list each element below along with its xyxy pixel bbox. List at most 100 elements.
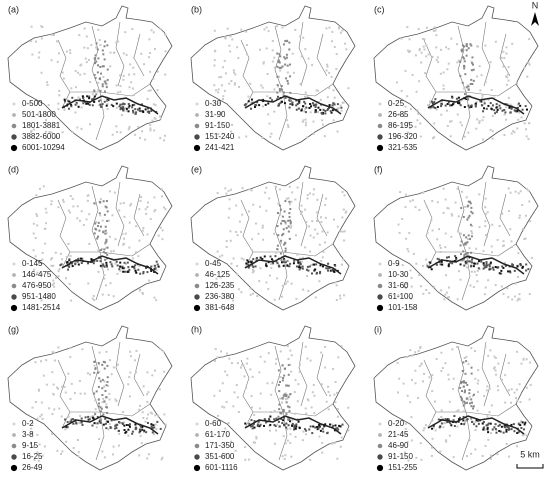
density-cell xyxy=(237,410,240,413)
density-cell xyxy=(246,53,249,56)
density-cell xyxy=(484,206,487,209)
density-cell xyxy=(304,118,307,121)
density-cell xyxy=(465,236,468,239)
density-cell xyxy=(470,405,473,408)
density-cell xyxy=(286,64,289,67)
density-cell xyxy=(112,295,115,298)
density-cell xyxy=(72,418,75,421)
density-cell xyxy=(106,99,109,102)
density-cell xyxy=(462,243,465,246)
density-cell xyxy=(447,286,450,289)
density-cell xyxy=(449,135,452,138)
density-cell xyxy=(250,107,253,110)
density-cell xyxy=(296,186,299,189)
density-cell xyxy=(277,59,280,62)
density-cell xyxy=(250,395,253,398)
density-cell xyxy=(470,210,473,213)
density-cell xyxy=(119,261,122,264)
density-cell xyxy=(405,237,408,240)
density-cell xyxy=(149,129,152,132)
legend-symbol xyxy=(378,433,382,437)
density-cell xyxy=(76,438,79,441)
density-cell xyxy=(232,299,235,302)
density-cell xyxy=(397,263,400,266)
density-cell xyxy=(128,104,131,107)
density-cell xyxy=(445,109,448,112)
density-cell xyxy=(284,63,287,66)
density-cell xyxy=(432,424,435,427)
density-cell xyxy=(450,104,453,107)
density-cell xyxy=(39,415,42,418)
density-cell xyxy=(313,394,316,397)
density-cell xyxy=(119,103,122,106)
density-cell xyxy=(122,109,125,112)
density-cell xyxy=(459,59,462,62)
density-cell xyxy=(214,89,217,92)
density-cell xyxy=(480,97,483,100)
legend-label: 476-950 xyxy=(22,281,52,290)
density-cell xyxy=(107,268,110,271)
density-cell xyxy=(282,376,285,379)
density-cell xyxy=(435,59,438,62)
density-cell xyxy=(496,108,499,111)
density-cell xyxy=(530,256,533,259)
density-cell xyxy=(71,265,74,268)
legend-symbol xyxy=(11,443,17,449)
density-cell xyxy=(459,396,462,399)
density-cell xyxy=(108,190,111,193)
density-cell xyxy=(444,418,447,421)
density-cell xyxy=(330,111,333,114)
density-cell xyxy=(252,203,255,206)
density-cell xyxy=(153,129,156,132)
density-cell xyxy=(99,248,102,251)
density-cell xyxy=(76,126,79,129)
density-cell xyxy=(30,427,33,430)
density-cell xyxy=(131,27,134,30)
density-cell xyxy=(94,77,97,80)
density-cell xyxy=(455,97,458,100)
density-cell xyxy=(156,420,159,423)
density-cell xyxy=(326,231,329,234)
density-cell xyxy=(101,450,104,453)
density-cell xyxy=(153,117,156,120)
region-outline xyxy=(7,5,173,151)
density-cell xyxy=(474,103,477,106)
density-cell xyxy=(485,389,488,392)
density-cell xyxy=(128,395,131,398)
density-cell xyxy=(320,383,323,386)
density-cell xyxy=(489,349,492,352)
density-cell xyxy=(288,265,291,268)
density-cell xyxy=(449,261,452,264)
density-cell xyxy=(146,201,149,204)
density-cell xyxy=(151,412,154,415)
district-boundary xyxy=(57,341,151,461)
density-cell xyxy=(291,103,294,106)
density-cell xyxy=(431,199,434,202)
density-cell xyxy=(251,292,254,295)
density-cell xyxy=(448,120,451,123)
density-cell xyxy=(63,98,66,101)
density-cell xyxy=(463,255,466,258)
density-cell xyxy=(147,453,150,456)
density-cell xyxy=(304,48,307,51)
density-cell xyxy=(95,42,98,45)
density-cell xyxy=(141,291,144,294)
density-cell xyxy=(106,420,109,423)
density-cell xyxy=(461,369,464,372)
legend-label: 31-90 xyxy=(205,110,226,119)
density-cell xyxy=(143,429,146,432)
density-cell xyxy=(289,207,292,210)
density-cell xyxy=(325,400,328,403)
density-cell xyxy=(247,458,250,461)
density-cell xyxy=(122,52,125,55)
density-cell xyxy=(286,259,289,262)
density-cell xyxy=(67,372,70,375)
density-cell xyxy=(416,119,419,122)
density-cell xyxy=(69,356,72,359)
density-cell xyxy=(406,441,409,444)
density-cell xyxy=(85,218,88,221)
density-cell xyxy=(347,87,350,90)
density-cell xyxy=(289,222,292,225)
density-cell xyxy=(104,258,107,261)
